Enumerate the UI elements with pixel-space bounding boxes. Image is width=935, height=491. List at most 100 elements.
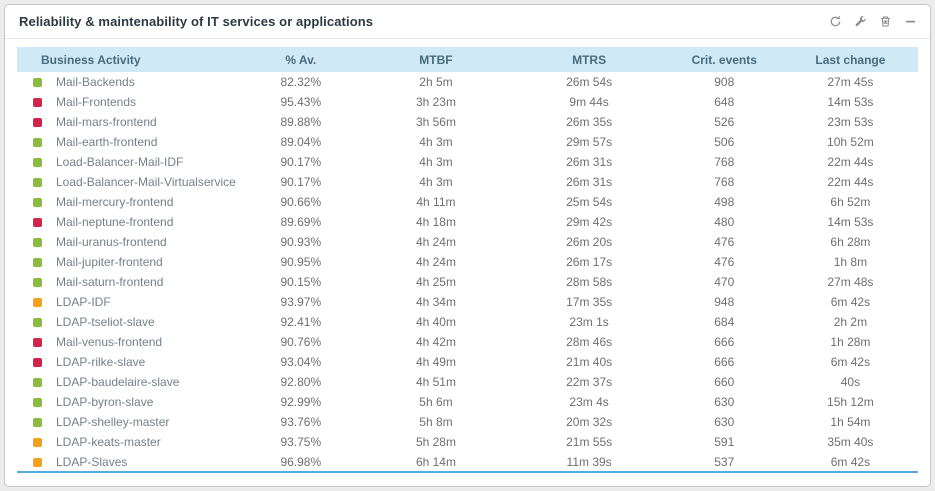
cell-crit-events: 768	[714, 155, 735, 169]
refresh-icon[interactable]	[828, 14, 843, 29]
table-row[interactable]: Mail-mars-frontend 89.88% 3h 56m 26m 35s 526…	[17, 112, 918, 132]
column-header-mtbf[interactable]: MTBF	[359, 47, 513, 72]
business-activity-name[interactable]: Mail-earth-frontend	[56, 135, 158, 149]
table-row[interactable]: Mail-Frontends 95.43% 3h 23m 9m 44s 648 14m 5…	[17, 92, 918, 112]
status-ok-icon	[33, 178, 42, 187]
table-row[interactable]: Mail-jupiter-frontend 90.95% 4h 24m 26m 17s…	[17, 252, 918, 272]
business-activity-name[interactable]: LDAP-shelley-master	[56, 415, 170, 429]
cell-mtbf: 4h 3m	[419, 155, 453, 169]
business-activity-name[interactable]: Mail-Backends	[56, 75, 135, 89]
business-activity-name[interactable]: Mail-Frontends	[56, 95, 137, 109]
cell-business-activity: LDAP-keats-master	[17, 432, 242, 452]
cell-mtrs: 28m 46s	[566, 335, 613, 349]
cell-mtrs: 26m 31s	[566, 155, 613, 169]
business-activity-name[interactable]: Mail-venus-frontend	[56, 335, 163, 349]
business-activity-name[interactable]: Mail-jupiter-frontend	[56, 255, 163, 269]
table-row[interactable]: LDAP-rilke-slave 93.04% 4h 49m 21m 40s 666 6m…	[17, 352, 918, 372]
column-header-business-activity[interactable]: Business Activity	[17, 47, 243, 72]
business-activity-table: Business Activity % Av. MTBF MTRS Crit. …	[17, 47, 918, 473]
cell-crit-events: 630	[714, 415, 735, 429]
table-row[interactable]: Mail-neptune-frontend 89.69% 4h 18m 29m 42s…	[17, 212, 918, 232]
cell-availability: 90.95%	[280, 255, 322, 269]
collapse-icon[interactable]	[903, 14, 918, 29]
status-critical-icon	[33, 98, 42, 107]
cell-mtbf: 3h 56m	[415, 115, 456, 129]
table-row[interactable]: Mail-Backends 82.32% 2h 5m 26m 54s 908 27m 45…	[17, 72, 918, 92]
cell-mtbf: 5h 28m	[415, 435, 456, 449]
cell-crit-events: 506	[714, 135, 735, 149]
column-header-mtrs[interactable]: MTRS	[512, 47, 666, 72]
cell-last-change: 27m 48s	[827, 275, 874, 289]
cell-availability: 90.66%	[280, 195, 322, 209]
status-critical-icon	[33, 338, 42, 347]
cell-last-change: 40s	[840, 375, 861, 389]
business-activity-name[interactable]: LDAP-keats-master	[56, 435, 161, 449]
business-activity-name[interactable]: Mail-uranus-frontend	[56, 235, 167, 249]
cell-last-change: 6h 28m	[830, 235, 871, 249]
table-row[interactable]: Load-Balancer-Mail-Virtualservice 90.17% 4…	[17, 172, 918, 192]
table-row[interactable]: Mail-venus-frontend 90.76% 4h 42m 28m 46s 66…	[17, 332, 918, 352]
table-row[interactable]: LDAP-Slaves 96.98% 6h 14m 11m 39s 537 6m 42s	[17, 452, 918, 472]
cell-last-change: 6m 42s	[830, 454, 871, 469]
cell-business-activity: Mail-mars-frontend	[17, 112, 242, 132]
table-row[interactable]: LDAP-keats-master 93.75% 5h 28m 21m 55s 591 3…	[17, 432, 918, 452]
cell-availability: 93.97%	[280, 295, 322, 309]
status-critical-icon	[33, 218, 42, 227]
table-row[interactable]: Mail-mercury-frontend 90.66% 4h 11m 25m 54s…	[17, 192, 918, 212]
cell-mtbf: 4h 51m	[415, 375, 456, 389]
cell-business-activity: LDAP-Slaves	[17, 452, 242, 472]
cell-business-activity: Mail-neptune-frontend	[17, 212, 242, 232]
cell-mtrs: 25m 54s	[566, 195, 613, 209]
cell-mtrs: 23m 1s	[569, 315, 609, 329]
cell-availability: 90.17%	[280, 175, 322, 189]
business-activity-name[interactable]: Mail-mercury-frontend	[56, 195, 174, 209]
table-row[interactable]: Mail-earth-frontend 89.04% 4h 3m 29m 57s 506…	[17, 132, 918, 152]
cell-last-change: 6h 52m	[830, 195, 871, 209]
cell-mtbf: 4h 40m	[415, 315, 456, 329]
business-activity-name[interactable]: Load-Balancer-Mail-Virtualservice	[56, 175, 236, 189]
table-row[interactable]: LDAP-tseliot-slave 92.41% 4h 40m 23m 1s 684 2…	[17, 312, 918, 332]
business-activity-name[interactable]: Mail-neptune-frontend	[56, 215, 174, 229]
table-header-row: Business Activity % Av. MTBF MTRS Crit. …	[17, 47, 918, 72]
cell-last-change: 22m 44s	[827, 175, 874, 189]
cell-last-change: 23m 53s	[827, 115, 874, 129]
reliability-widget: Reliability & maintenability of IT servi…	[4, 4, 931, 487]
business-activity-name[interactable]: LDAP-tseliot-slave	[56, 315, 155, 329]
table-row[interactable]: LDAP-shelley-master 93.76% 5h 8m 20m 32s 630…	[17, 412, 918, 432]
widget-header: Reliability & maintenability of IT servi…	[5, 5, 930, 39]
cell-mtbf: 4h 25m	[415, 275, 456, 289]
table-row[interactable]: LDAP-baudelaire-slave 92.80% 4h 51m 22m 37s…	[17, 372, 918, 392]
cell-business-activity: LDAP-tseliot-slave	[17, 312, 242, 332]
cell-mtrs: 20m 32s	[566, 415, 613, 429]
wrench-icon[interactable]	[853, 14, 868, 29]
cell-mtrs: 21m 40s	[566, 355, 613, 369]
trash-icon[interactable]	[878, 14, 893, 29]
table-row[interactable]: Load-Balancer-Mail-IDF 90.17% 4h 3m 26m 31s…	[17, 152, 918, 172]
cell-mtbf: 4h 11m	[416, 195, 456, 209]
table-row[interactable]: Mail-uranus-frontend 90.93% 4h 24m 26m 20s 4…	[17, 232, 918, 252]
table-row[interactable]: Mail-saturn-frontend 90.15% 4h 25m 28m 58s 4…	[17, 272, 918, 292]
cell-crit-events: 476	[714, 255, 735, 269]
business-activity-name[interactable]: LDAP-baudelaire-slave	[56, 375, 180, 389]
column-header-crit-events[interactable]: Crit. events	[665, 47, 783, 72]
business-activity-name[interactable]: Mail-mars-frontend	[56, 115, 157, 129]
business-activity-name[interactable]: LDAP-rilke-slave	[56, 355, 146, 369]
business-activity-name[interactable]: LDAP-byron-slave	[56, 395, 154, 409]
cell-crit-events: 660	[714, 375, 735, 389]
cell-availability: 92.80%	[280, 375, 322, 389]
cell-business-activity: LDAP-baudelaire-slave	[17, 372, 242, 392]
business-activity-name[interactable]: Mail-saturn-frontend	[56, 275, 164, 289]
cell-mtbf: 4h 18m	[415, 215, 456, 229]
table-row[interactable]: LDAP-byron-slave 92.99% 5h 6m 23m 4s 630 15h …	[17, 392, 918, 412]
cell-last-change: 6m 42s	[830, 295, 871, 309]
business-activity-name[interactable]: LDAP-IDF	[56, 295, 111, 309]
table-row[interactable]: LDAP-IDF 93.97% 4h 34m 17m 35s 948 6m 42s	[17, 292, 918, 312]
cell-availability: 93.76%	[280, 415, 322, 429]
cell-availability: 90.76%	[280, 335, 322, 349]
cell-mtrs: 21m 55s	[566, 435, 613, 449]
cell-availability: 89.88%	[280, 115, 322, 129]
column-header-availability[interactable]: % Av.	[242, 47, 360, 72]
column-header-last-change[interactable]: Last change	[782, 47, 918, 72]
business-activity-name[interactable]: LDAP-Slaves	[56, 454, 128, 469]
business-activity-name[interactable]: Load-Balancer-Mail-IDF	[56, 155, 184, 169]
